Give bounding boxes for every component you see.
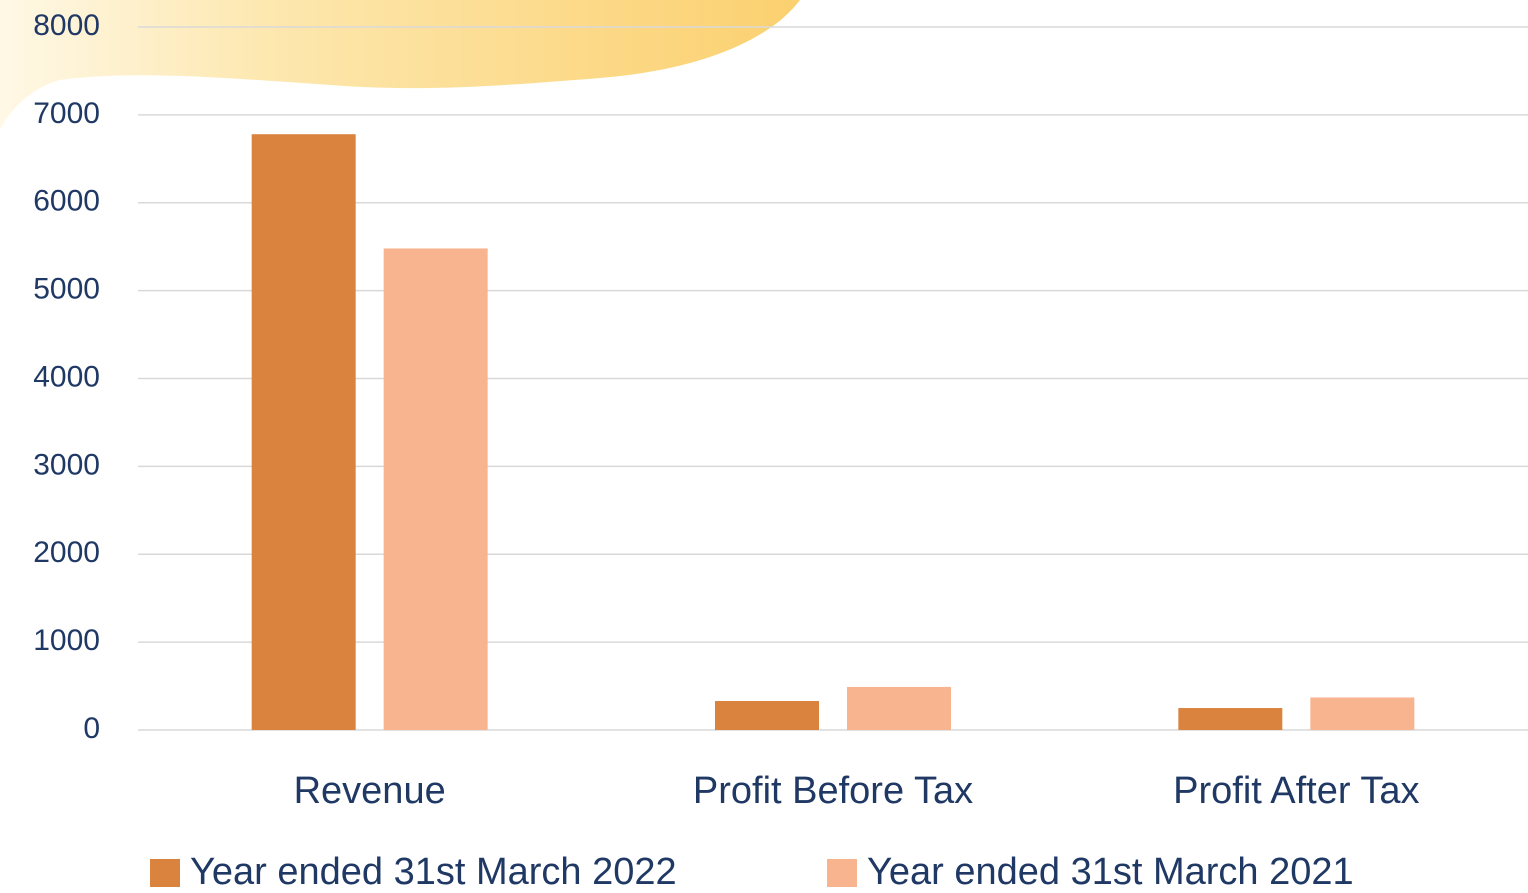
y-tick-label: 1000 (33, 624, 100, 657)
bar (1310, 697, 1414, 730)
y-tick-label: 0 (83, 712, 100, 745)
y-tick-label: 6000 (33, 185, 100, 218)
y-tick-label: 7000 (33, 97, 100, 130)
legend-swatch (150, 859, 180, 887)
legend-swatch (827, 859, 857, 887)
bar (715, 701, 819, 730)
x-tick-label: Revenue (294, 770, 446, 812)
bar (1178, 708, 1282, 730)
x-tick-label: Profit After Tax (1173, 770, 1419, 812)
x-tick-label: Profit Before Tax (693, 770, 973, 812)
y-tick-label: 2000 (33, 536, 100, 569)
y-tick-label: 5000 (33, 273, 100, 306)
y-tick-label: 3000 (33, 448, 100, 481)
bar (252, 134, 356, 730)
y-tick-label: 8000 (33, 9, 100, 42)
bar (384, 248, 488, 730)
bar (847, 687, 951, 730)
chart: 0 1000 2000 3000 4000 5000 6000 7000 8000 Revenue… (0, 0, 1528, 893)
decorative-blob (0, 0, 800, 130)
legend-label: Year ended 31st March 2022 (190, 851, 677, 893)
y-tick-label: 4000 (33, 360, 100, 393)
legend-label: Year ended 31st March 2021 (867, 851, 1354, 893)
